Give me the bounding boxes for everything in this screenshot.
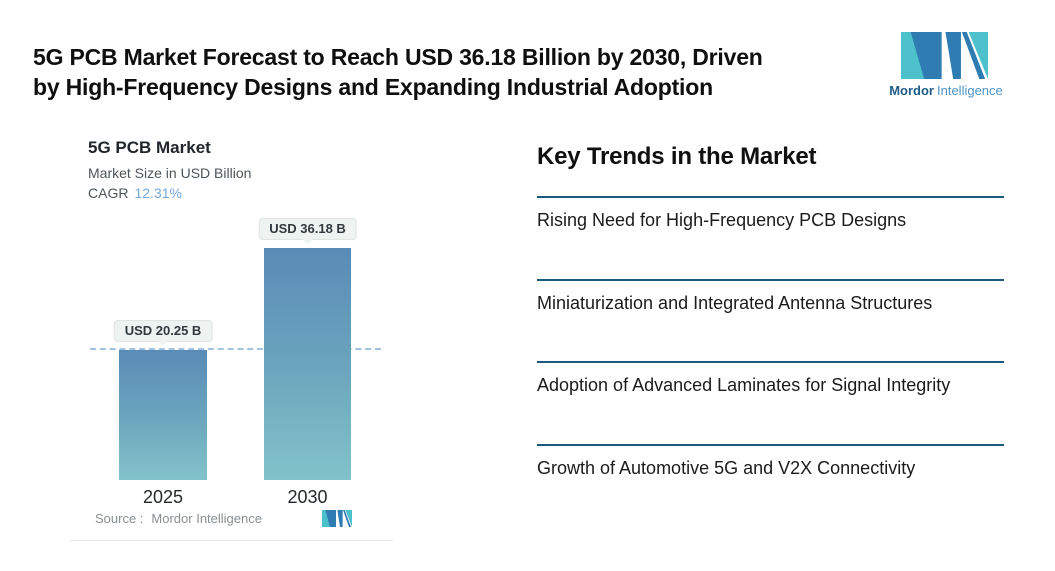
- mordor-logo-icon-small: [322, 510, 352, 527]
- brand-name: Mordor Intelligence: [887, 83, 1005, 98]
- x-tick-2030: 2030: [287, 487, 328, 507]
- chart-source: Source : Mordor Intelligence: [95, 511, 262, 526]
- bar-2025: [119, 350, 207, 480]
- cagr-value: 12.31%: [134, 185, 182, 201]
- value-label-2030: USD 36.18 B: [258, 218, 357, 244]
- reference-dashed-line: [90, 348, 381, 350]
- mordor-logo-icon: [901, 32, 988, 79]
- page-title: 5G PCB Market Forecast to Reach USD 36.1…: [33, 42, 883, 102]
- source-value: Mordor Intelligence: [151, 511, 262, 526]
- brand-name-bold: Mordor: [889, 83, 934, 98]
- chart-cagr: CAGR 12.31%: [88, 185, 182, 201]
- x-tick-2025: 2025: [142, 487, 184, 507]
- brand-name-light: Intelligence: [937, 83, 1003, 98]
- key-trends-heading: Key Trends in the Market: [537, 143, 817, 170]
- key-trends-panel: Key Trends in the Market Rising Need for…: [537, 143, 1004, 563]
- trend-item-3: Adoption of Advanced Laminates for Signa…: [537, 361, 1004, 396]
- source-label: Source :: [95, 511, 144, 526]
- market-chart-card: 5G PCB Market Market Size in USD Billion…: [70, 122, 393, 541]
- trend-item-1: Rising Need for High-Frequency PCB Desig…: [537, 196, 1004, 231]
- trend-item-4: Growth of Automotive 5G and V2X Connecti…: [537, 444, 1004, 479]
- chart-title: 5G PCB Market: [88, 138, 211, 157]
- value-label-2025: USD 20.25 B: [113, 320, 213, 346]
- chart-subtitle: Market Size in USD Billion: [88, 165, 252, 181]
- bar-chart-plot: USD 20.25 B USD 36.18 B 2025 2030: [70, 122, 393, 507]
- cagr-label: CAGR: [88, 185, 129, 201]
- bar-2030: [264, 248, 351, 480]
- page-title-line1: 5G PCB Market Forecast to Reach USD 36.1…: [33, 44, 763, 71]
- trend-item-2: Miniaturization and Integrated Antenna S…: [537, 279, 1004, 314]
- page-title-line2: by High-Frequency Designs and Expanding …: [33, 74, 713, 101]
